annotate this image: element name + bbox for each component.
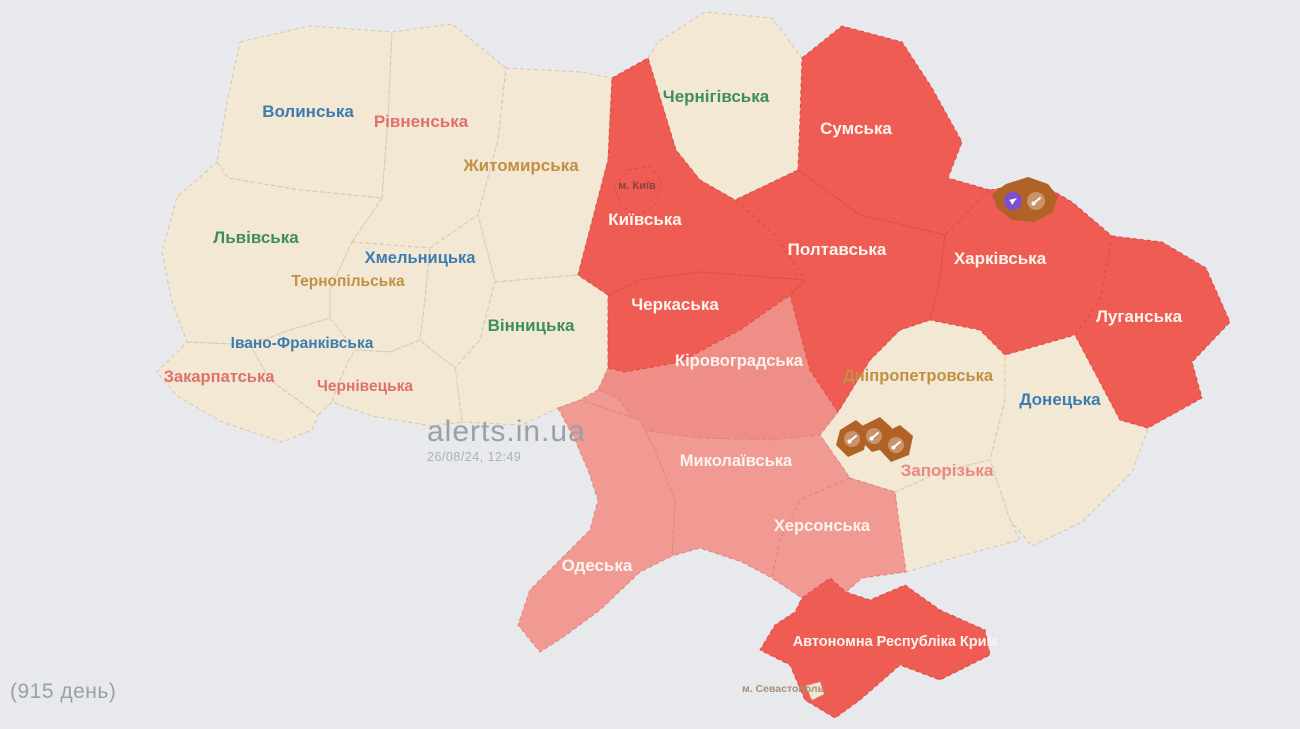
region-volynska[interactable] bbox=[216, 25, 393, 199]
shelling-zone-dnipro-community-3[interactable] bbox=[879, 425, 913, 462]
region-sumska[interactable] bbox=[797, 25, 991, 236]
shelling-zone-sumy-border-community[interactable] bbox=[992, 177, 1058, 222]
region-label-luhanska: Луганська bbox=[1096, 307, 1183, 326]
region-odeska[interactable] bbox=[517, 399, 676, 653]
region-label-zakarpatska: Закарпатська bbox=[164, 368, 276, 386]
artillery-shelling-icon[interactable] bbox=[888, 437, 904, 453]
region-ivano-frankivska[interactable] bbox=[249, 317, 356, 416]
region-label-mykolaivska: Миколаївська bbox=[680, 452, 793, 470]
region-kyiv-city[interactable] bbox=[613, 165, 662, 217]
region-kharkivska[interactable] bbox=[929, 181, 1113, 356]
region-label-kharkivska: Харківська bbox=[954, 249, 1047, 268]
region-label-khmelnytska: Хмельницька bbox=[365, 249, 477, 267]
region-zhytomyrska[interactable] bbox=[477, 67, 613, 283]
region-label-zaporizka: Запорізька bbox=[901, 461, 994, 480]
region-label-chernivetska: Чернівецька bbox=[317, 378, 413, 395]
region-label-chernihivska: Чернігівська bbox=[663, 87, 770, 106]
region-label-sevastopol-city: м. Севастополь bbox=[742, 683, 825, 695]
region-label-kirovohradska: Кіровоградська bbox=[675, 352, 804, 370]
region-label-sumska: Сумська bbox=[820, 119, 892, 138]
region-label-ternopilska: Тернопільська bbox=[291, 273, 405, 290]
region-label-donetska: Донецька bbox=[1019, 390, 1101, 409]
region-cherkaska[interactable] bbox=[607, 271, 806, 373]
region-label-poltavska: Полтавська bbox=[788, 240, 887, 259]
region-sevastopol-city[interactable] bbox=[805, 681, 825, 701]
region-luhanska[interactable] bbox=[1074, 235, 1231, 429]
region-zakarpatska[interactable] bbox=[156, 341, 319, 443]
region-label-ivano-frankivska: Івано-Франківська bbox=[231, 335, 374, 352]
region-chernivetska[interactable] bbox=[331, 339, 463, 427]
region-label-kyiv-city: м. Київ bbox=[618, 180, 656, 192]
uav-alert-icon[interactable] bbox=[1004, 192, 1022, 210]
region-label-dnipropetrovska: Дніпропетровська bbox=[843, 367, 994, 385]
region-label-zhytomyrska: Житомирська bbox=[462, 156, 579, 175]
war-day-counter: (915 день) bbox=[10, 680, 117, 703]
artillery-shelling-icon[interactable] bbox=[1027, 192, 1045, 210]
region-label-kyivska: Київська bbox=[608, 210, 682, 229]
region-label-krym: Автономна Республіка Крим bbox=[793, 634, 998, 650]
region-label-odeska: Одеська bbox=[562, 556, 633, 575]
artillery-shelling-icon[interactable] bbox=[844, 431, 860, 447]
region-label-lvivska: Львівська bbox=[213, 228, 299, 247]
artillery-shelling-icon[interactable] bbox=[866, 428, 882, 444]
region-label-vinnytska: Вінницька bbox=[488, 316, 575, 335]
region-label-rivnenska: Рівненська bbox=[374, 112, 469, 131]
region-label-cherkaska: Черкаська bbox=[631, 295, 719, 314]
region-label-khersonska: Херсонська bbox=[774, 517, 871, 535]
region-label-volynska: Волинська bbox=[262, 102, 354, 121]
